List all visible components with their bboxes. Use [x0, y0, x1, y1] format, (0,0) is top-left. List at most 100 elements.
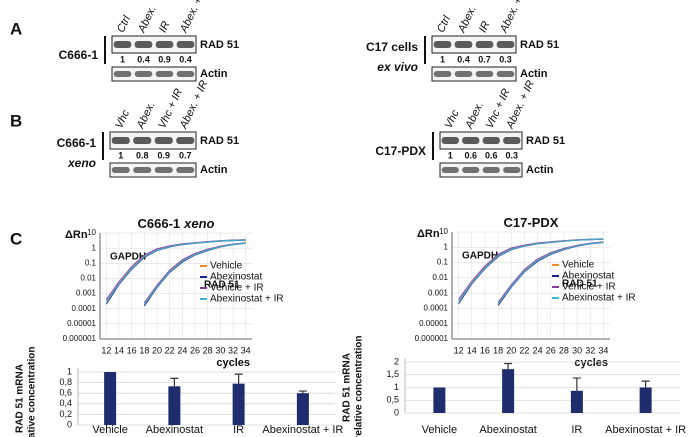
cell-line-label: C666-1 [57, 136, 97, 150]
lane-label: Vhc [443, 108, 462, 131]
x-tick-label: 22 [519, 345, 529, 355]
y-tick-label: 1 [67, 366, 72, 376]
x-tick-label: 32 [585, 345, 595, 355]
annotation: GAPDH [110, 252, 146, 263]
quant-value: 0.8 [136, 150, 149, 160]
x-tick-label: 20 [506, 345, 516, 355]
x-tick-label: 18 [493, 345, 503, 355]
bar [502, 369, 515, 413]
chart-title-part: C666-1 [138, 216, 181, 231]
band [176, 167, 195, 173]
band-label: RAD 51 [200, 39, 239, 51]
x-tick-label: 16 [127, 345, 137, 355]
y-tick-label: 0.1 [437, 258, 449, 267]
band [155, 71, 174, 77]
lane-label: Abex. + IR [504, 79, 537, 132]
blot-frame [109, 131, 197, 150]
chart-title-part: C17-PDX [504, 215, 559, 230]
annotation: GAPDH [462, 251, 498, 262]
legend-label: Abexinostat + IR [210, 294, 284, 305]
y-axis-label: RAD 51 mRNA [15, 364, 26, 433]
band [475, 71, 494, 77]
band [154, 137, 173, 144]
band [113, 71, 132, 77]
lane-label: Ctrl [435, 13, 453, 34]
blot-frame [431, 66, 517, 82]
band [111, 137, 130, 144]
y-axis-label: ΔRn [417, 228, 440, 240]
chart-title: C666-1 xeno [138, 216, 215, 231]
error-bar [504, 362, 513, 370]
band [482, 167, 500, 173]
x-axis-label: cycles [216, 357, 250, 369]
y-tick-label: 0.001 [428, 288, 449, 297]
x-tick-label: 12 [101, 345, 111, 355]
x-tick-label: IR [571, 424, 582, 436]
bar [168, 386, 181, 425]
x-axis-label: cycles [574, 357, 608, 369]
y-tick-label: 0.00001 [419, 319, 448, 328]
x-tick-label: 20 [152, 345, 162, 355]
band [441, 137, 459, 144]
bar [433, 387, 446, 413]
quant-value: 1 [120, 54, 125, 64]
y-tick-label: 0.001 [76, 289, 97, 298]
band [454, 71, 473, 77]
error-bar [234, 373, 243, 384]
x-tick-label: 18 [139, 345, 149, 355]
band-label: Actin [520, 68, 548, 80]
panel-letter: B [10, 111, 22, 130]
band [176, 71, 195, 77]
bar [232, 383, 245, 425]
y-tick-label: 10 [87, 228, 96, 237]
cell-line-label: C666-1 [59, 48, 99, 62]
lane-label: Vhc [113, 108, 132, 131]
quant-value: 1 [118, 150, 123, 160]
band [176, 137, 195, 144]
x-tick-label: 28 [559, 345, 569, 355]
band [176, 41, 195, 48]
error-bar [572, 377, 581, 391]
band [154, 167, 173, 173]
quant-value: 0.3 [499, 54, 512, 64]
x-tick-label: 26 [546, 345, 556, 355]
lane-label: Ctrl [115, 13, 133, 34]
y-tick-label: 0.000001 [415, 334, 449, 343]
band-label: RAD 51 [526, 135, 565, 147]
y-tick-label: 0,8 [59, 377, 72, 387]
cell-line-label: xeno [67, 156, 96, 170]
lane-label: Abex. [463, 100, 486, 131]
bar [104, 372, 117, 425]
x-tick-label: 34 [598, 345, 608, 355]
band [113, 41, 132, 48]
lane-label: IR [477, 19, 493, 34]
band [441, 167, 459, 173]
annotation: RAD 51 [562, 279, 598, 290]
quant-value: 0.4 [137, 54, 150, 64]
band-label: Actin [526, 164, 554, 176]
x-tick-label: 30 [215, 345, 225, 355]
band [111, 167, 130, 173]
cell-line-label: C17-PDX [375, 144, 426, 158]
y-tick-label: 0.000001 [63, 334, 97, 343]
x-tick-label: 14 [114, 345, 124, 355]
legend-label: Abexinostat [562, 271, 614, 282]
quant-value: 0.7 [179, 150, 192, 160]
y-tick-label: 1 [394, 382, 399, 392]
y-tick-label: 0,2 [59, 409, 72, 419]
lane-label: Abex. [456, 4, 479, 35]
error-bar [641, 380, 650, 388]
quant-value: 0.9 [157, 150, 170, 160]
error-bar [170, 377, 179, 387]
blot-frame [111, 35, 197, 54]
y-tick-label: 0.1 [85, 258, 97, 267]
y-tick-label: 0.0001 [72, 304, 97, 313]
lane-label: Abex. [136, 4, 159, 35]
x-tick-label: Abexinostat [146, 424, 203, 436]
band [462, 167, 480, 173]
band [496, 71, 515, 77]
y-tick-label: 0 [67, 419, 72, 429]
band [134, 71, 153, 77]
legend-label: Vehicle [210, 261, 243, 272]
chart-title-part: xeno [183, 216, 214, 231]
